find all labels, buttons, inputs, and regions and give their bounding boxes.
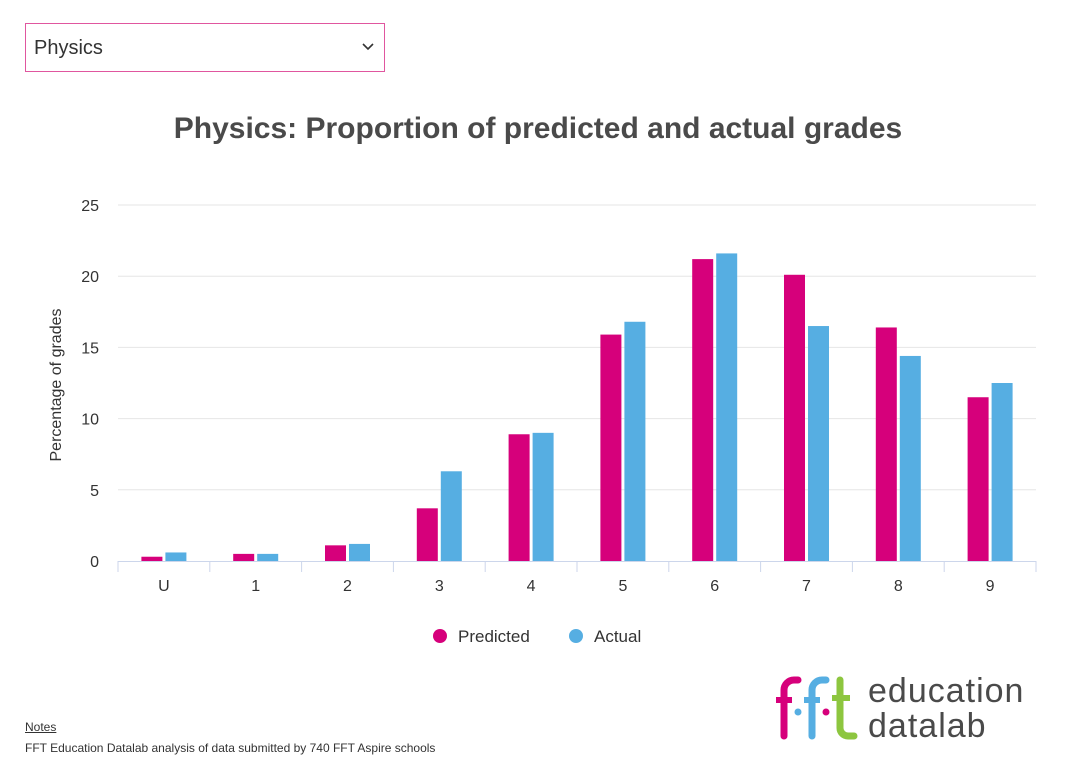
logo-word-lab: lab <box>938 707 987 745</box>
legend-marker-actual <box>569 629 583 643</box>
x-tick-label: 7 <box>802 578 811 595</box>
bar-predicted <box>692 259 714 561</box>
bar-actual <box>624 321 646 561</box>
y-tick-label: 10 <box>81 412 99 429</box>
x-tick-label: 9 <box>986 578 995 595</box>
x-tick-label: 4 <box>527 578 536 595</box>
x-tick-label: 5 <box>618 578 627 595</box>
logo-word-datalab: datalab <box>868 709 987 743</box>
x-tick-label: 6 <box>710 578 719 595</box>
x-tick-label: 3 <box>435 578 444 595</box>
x-tick-label: 2 <box>343 578 352 595</box>
bar-actual <box>716 253 738 561</box>
bar-predicted <box>508 434 530 561</box>
y-tick-label: 5 <box>90 483 99 500</box>
logo-word-data: data <box>868 707 939 745</box>
bar-actual <box>532 432 554 561</box>
y-axis-label: Percentage of grades <box>48 309 65 462</box>
logo-word-education: education <box>868 672 1025 710</box>
chart-title: Physics: Proportion of predicted and act… <box>173 112 903 145</box>
x-tick-label: 1 <box>251 578 260 595</box>
legend-label-actual: Actual <box>594 627 641 646</box>
bar-predicted <box>141 556 163 561</box>
legend-marker-predicted <box>433 629 447 643</box>
legend-label-predicted: Predicted <box>458 627 530 646</box>
bar-predicted <box>967 397 989 561</box>
notes-title: Notes <box>25 720 57 734</box>
bar-actual <box>808 326 829 561</box>
bar-actual <box>349 543 370 561</box>
bar-actual <box>257 553 279 561</box>
bar-actual <box>899 355 921 561</box>
bar-predicted <box>233 553 255 561</box>
bar-actual <box>991 383 1013 561</box>
fft-datalab-logo: education datalab <box>770 672 1040 744</box>
subject-dropdown-value: Physics <box>34 37 103 59</box>
bar-predicted <box>784 274 805 561</box>
y-tick-label: 15 <box>81 340 99 357</box>
x-tick-label: U <box>158 578 170 595</box>
bar-predicted <box>416 508 438 561</box>
notes-text: FFT Education Datalab analysis of data s… <box>25 741 436 755</box>
bar-actual <box>165 552 187 561</box>
chevron-down-icon <box>362 43 374 51</box>
fft-logo-icon <box>776 676 858 740</box>
bar-predicted <box>325 545 346 561</box>
y-tick-label: 25 <box>81 198 99 215</box>
bar-actual <box>440 471 462 561</box>
subject-dropdown[interactable]: Physics <box>25 23 385 72</box>
bar-predicted <box>875 327 897 561</box>
y-tick-label: 0 <box>90 554 99 571</box>
y-tick-label: 20 <box>81 269 99 286</box>
x-tick-label: 8 <box>894 578 903 595</box>
bar-predicted <box>600 334 622 561</box>
